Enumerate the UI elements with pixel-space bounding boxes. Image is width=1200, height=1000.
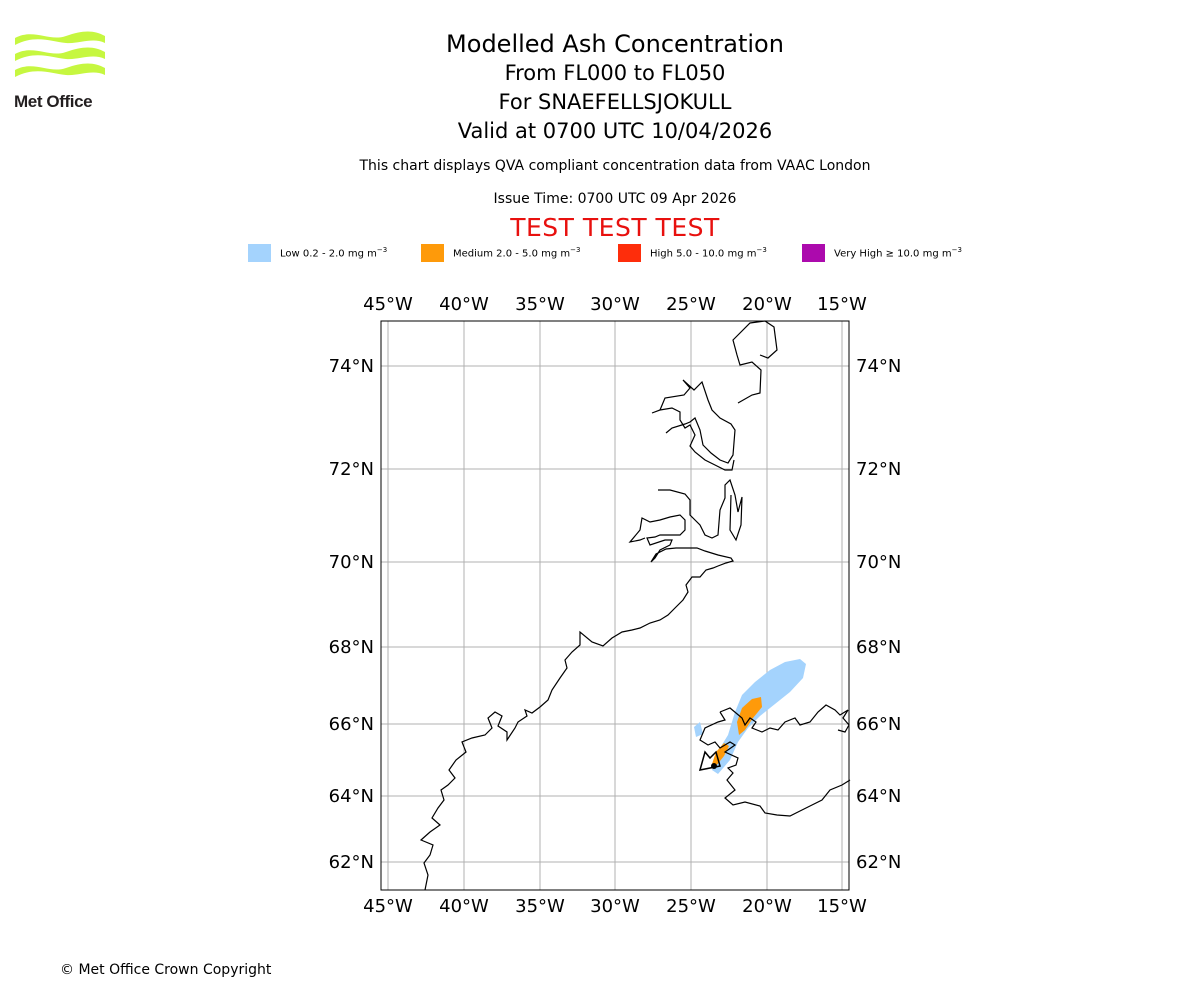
legend-label-very-high: Very High ≥ 10.0 mg m−3 — [834, 246, 962, 260]
legend-swatch-low — [248, 244, 271, 262]
lon-tick-label-top: 40°W — [439, 294, 489, 315]
lat-tick-label-right: 64°N — [856, 786, 901, 807]
lon-tick-label-bottom: 20°W — [742, 896, 792, 917]
lat-tick-label-left: 62°N — [329, 852, 374, 873]
iceland-west-coast — [699, 711, 851, 817]
chart-title: Modelled Ash Concentration — [446, 30, 784, 58]
legend-swatch-high — [618, 244, 641, 262]
volcano-name: For SNAEFELLSJOKULL — [498, 90, 732, 114]
met-office-logo: Met Office — [14, 30, 108, 112]
legend-label-medium: Medium 2.0 - 5.0 mg m−3 — [453, 246, 581, 260]
legend-label-low: Low 0.2 - 2.0 mg m−3 — [280, 246, 388, 260]
legend-swatch-very-high — [802, 244, 825, 262]
greenland-fjord-coast — [658, 478, 743, 542]
lat-tick-label-right: 68°N — [856, 637, 901, 658]
iceland-north-coast — [719, 704, 850, 733]
logo-text: Met Office — [14, 92, 93, 111]
title-block: Modelled Ash Concentration From FL000 to… — [0, 30, 1200, 146]
valid-time: Valid at 0700 UTC 10/04/2026 — [457, 119, 773, 143]
greenland-northeast-coast — [732, 320, 778, 404]
test-banner: TEST TEST TEST — [510, 213, 720, 242]
copyright-notice: © Met Office Crown Copyright — [60, 962, 272, 978]
flight-level-range: From FL000 to FL050 — [504, 61, 726, 85]
lat-tick-label-left: 74°N — [329, 356, 374, 377]
lon-tick-label-top: 15°W — [817, 294, 867, 315]
lon-tick-label-top: 35°W — [515, 294, 565, 315]
lon-tick-label-bottom: 35°W — [515, 896, 565, 917]
lon-tick-label-bottom: 45°W — [363, 896, 413, 917]
coastlines — [419, 320, 851, 891]
lat-tick-label-right: 66°N — [856, 714, 901, 735]
lon-tick-label-bottom: 30°W — [590, 896, 640, 917]
lon-tick-label-bottom: 25°W — [666, 896, 716, 917]
lon-tick-label-top: 45°W — [363, 294, 413, 315]
greenland-east-coast — [419, 514, 734, 891]
lat-tick-label-left: 66°N — [329, 714, 374, 735]
lat-tick-label-right: 72°N — [856, 459, 901, 480]
issue-time: Issue Time: 0700 UTC 09 Apr 2026 — [493, 191, 737, 207]
lon-tick-label-top: 20°W — [742, 294, 792, 315]
lat-tick-label-right: 70°N — [856, 552, 901, 573]
map-axis-labels: 45°W 45°W 40°W 40°W 35°W 35°W 30°W 30°W 25°W 25°W… — [329, 294, 902, 917]
lat-tick-label-right: 74°N — [856, 356, 901, 377]
map-gridlines — [381, 321, 849, 890]
greenland-north-coast — [651, 379, 736, 471]
lat-tick-label-left: 68°N — [329, 637, 374, 658]
lat-tick-label-left: 72°N — [329, 459, 374, 480]
legend-label-high: High 5.0 - 10.0 mg m−3 — [650, 246, 767, 260]
lon-tick-label-bottom: 40°W — [439, 896, 489, 917]
volcano-marker — [698, 750, 721, 771]
lat-tick-label-right: 62°N — [856, 852, 901, 873]
lat-tick-label-left: 64°N — [329, 786, 374, 807]
lon-tick-label-bottom: 15°W — [817, 896, 867, 917]
map-frame — [380, 320, 850, 891]
compliance-note: This chart displays QVA compliant concen… — [359, 158, 871, 174]
met-office-waves-icon — [15, 31, 105, 77]
ash-medium-area — [712, 697, 762, 766]
lon-tick-label-top: 25°W — [666, 294, 716, 315]
legend-swatch-medium — [421, 244, 444, 262]
lat-tick-label-left: 70°N — [329, 552, 374, 573]
lon-tick-label-top: 30°W — [590, 294, 640, 315]
